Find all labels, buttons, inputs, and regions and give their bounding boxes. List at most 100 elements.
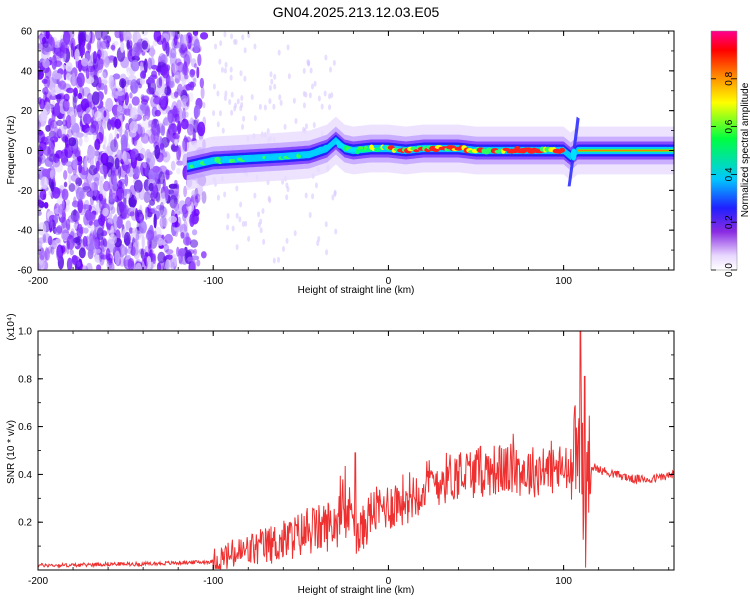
- spectrogram-cell: [140, 70, 146, 80]
- spectrogram-cell: [159, 95, 169, 110]
- spectrogram-cell: [108, 261, 115, 270]
- spectrogram-cell: [239, 201, 243, 208]
- spectrogram-cell: [76, 223, 83, 239]
- spectrogram-cell: [42, 58, 50, 69]
- spectrogram-cell: [241, 123, 245, 130]
- spectrogram-cell: [287, 73, 291, 80]
- spectrogram-cell: [173, 202, 180, 211]
- snr-ylabel: SNR (10 * v/v): [6, 420, 17, 484]
- spectrogram-cell: [86, 191, 94, 197]
- spectrogram-cell: [116, 105, 124, 119]
- spectrogram-cell: [164, 233, 173, 244]
- spectrogram-cell: [154, 144, 161, 160]
- spectrogram-cell: [229, 74, 233, 81]
- spectrogram-cell: [114, 213, 118, 222]
- spectrogram-cell: [141, 235, 145, 249]
- spectrogram-cell: [174, 70, 181, 84]
- spectrogram-cell: [67, 214, 77, 223]
- spectrogram-cell: [230, 33, 234, 40]
- spectrogram-cell: [240, 94, 244, 101]
- spectrogram-cell: [191, 214, 199, 225]
- spectrogram-cell: [153, 213, 157, 229]
- spectrogram-cell: [88, 164, 98, 176]
- spectrogram-cell: [51, 55, 57, 70]
- spectrogram-cell: [313, 80, 317, 87]
- spectrogram-cell: [272, 103, 276, 110]
- spectrogram-cell: [317, 235, 321, 242]
- spectrogram-cell: [72, 95, 77, 110]
- spectrogram-cell: [329, 66, 333, 73]
- spectrogram-cell: [189, 68, 195, 78]
- spectrogram-cell: [281, 245, 285, 252]
- spectrogram-cell: [93, 69, 99, 81]
- spectrogram-cell: [161, 151, 171, 163]
- spectrogram-cell: [184, 73, 189, 80]
- spectrogram-cell: [116, 87, 125, 96]
- spectrogram-cell: [138, 213, 144, 222]
- snr-ytick-label: 0.2: [18, 518, 32, 529]
- spectrogram-cell: [75, 186, 85, 201]
- spectrogram-cell: [132, 31, 142, 45]
- spectrogram-cell: [141, 40, 149, 50]
- spectrogram-cell: [413, 149, 420, 153]
- spectrogram-cell: [52, 220, 56, 229]
- spectrogram-cell: [127, 46, 133, 60]
- spectrogram-cell: [169, 128, 173, 142]
- spectrogram-cell: [129, 192, 134, 208]
- spectrogram-cell: [193, 248, 198, 256]
- spectrogram-cell: [99, 245, 105, 260]
- spectrogram-cell: [163, 243, 170, 253]
- spectrogram-cell: [118, 165, 122, 179]
- spectrogram-cell: [261, 208, 265, 215]
- spectrogram-cell: [127, 257, 135, 270]
- spectrogram-cell: [81, 57, 89, 67]
- spectrogram-cell: [106, 260, 113, 269]
- spectrogram-cell: [65, 73, 71, 81]
- spectrogram-cell: [126, 79, 133, 85]
- spectrogram-cell: [320, 103, 324, 110]
- colorbar-tick-label: 0.4: [724, 167, 735, 181]
- spectrogram-cell: [38, 240, 43, 250]
- spectrogram-cell: [58, 203, 66, 215]
- spectrogram-cell: [157, 251, 166, 264]
- spectrogram-cell: [216, 121, 220, 128]
- spectrogram-cell: [325, 249, 329, 256]
- spectrogram-cell: [83, 177, 89, 190]
- spectrogram-cell: [75, 132, 84, 138]
- spectrogram-cell: [38, 42, 43, 51]
- spectrogram-cell: [165, 249, 174, 255]
- spectrogram-cell: [41, 168, 50, 178]
- spectrogram-cell: [48, 220, 53, 233]
- spectrogram-cell: [241, 34, 245, 41]
- spectrogram-cell: [96, 37, 102, 52]
- spectrogram-cell: [76, 72, 85, 88]
- spectrogram-cell: [103, 116, 107, 130]
- spectrogram-cell: [323, 90, 327, 97]
- spectrogram-cell: [81, 123, 90, 133]
- spectrogram-cell: [132, 227, 138, 234]
- spectrogram-cell: [285, 194, 289, 201]
- spectrogram-cell: [66, 257, 73, 270]
- spectrogram-cell: [143, 191, 151, 204]
- spectrogram-cell: [250, 94, 254, 101]
- spectrogram-cell: [130, 59, 140, 72]
- spectrogram-cell: [130, 246, 136, 257]
- spectrogram-cell: [170, 261, 176, 270]
- spectrogram-cell: [82, 113, 92, 125]
- spectrogram-cell: [54, 102, 61, 116]
- spectrogram-cell: [559, 147, 565, 153]
- spectrogram-cell: [189, 69, 196, 76]
- spectrogram-cell: [124, 165, 131, 174]
- spectrogram-cell: [96, 132, 104, 145]
- snr-content: [38, 331, 674, 570]
- spectrogram-cell: [48, 153, 57, 163]
- spectrogram-cell: [173, 91, 179, 98]
- spectrogram-cell: [177, 120, 182, 135]
- spectrogram-cell: [330, 92, 334, 99]
- spectrogram-cell: [175, 58, 182, 66]
- spectrogram-cell: [152, 40, 158, 47]
- spectrogram-cell: [200, 251, 207, 259]
- spectrogram-cell: [142, 114, 147, 122]
- spectrogram-cell: [129, 107, 136, 119]
- spectrogram-cell: [88, 220, 94, 226]
